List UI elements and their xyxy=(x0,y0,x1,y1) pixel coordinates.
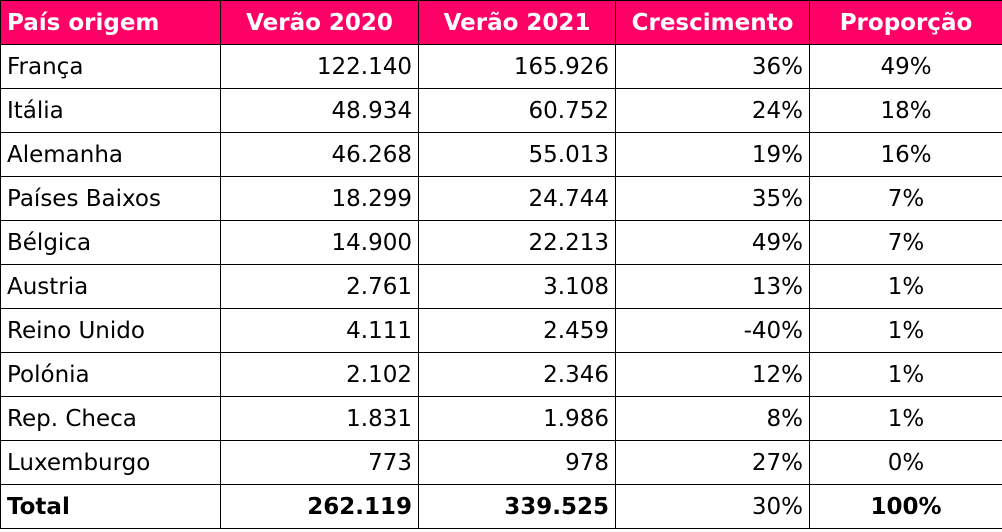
summer-2021-cell: 24.744 xyxy=(418,176,616,221)
summer-2021-cell: 2.346 xyxy=(418,352,616,397)
total-share: 100% xyxy=(809,484,1002,529)
table-row: Itália 48.934 60.752 24% 18% xyxy=(0,88,1002,133)
share-cell: 49% xyxy=(809,44,1002,89)
summer-2020-cell: 1.831 xyxy=(220,396,419,441)
summer-2020-cell: 122.140 xyxy=(220,44,419,89)
summer-2021-cell: 1.986 xyxy=(418,396,616,441)
share-cell: 1% xyxy=(809,352,1002,397)
table-row: Austria 2.761 3.108 13% 1% xyxy=(0,264,1002,309)
summer-2020-cell: 2.761 xyxy=(220,264,419,309)
country-cell: França xyxy=(0,44,221,89)
growth-cell: 13% xyxy=(615,264,810,309)
total-row: Total 262.119 339.525 30% 100% xyxy=(0,484,1002,529)
summer-2020-cell: 14.900 xyxy=(220,220,419,265)
country-cell: Rep. Checa xyxy=(0,396,221,441)
table-row: Luxemburgo 773 978 27% 0% xyxy=(0,440,1002,485)
growth-cell: 8% xyxy=(615,396,810,441)
share-cell: 7% xyxy=(809,220,1002,265)
header-row: País origem Verão 2020 Verão 2021 Cresci… xyxy=(0,0,1002,45)
header-summer-2021: Verão 2021 xyxy=(418,0,616,45)
summer-2021-cell: 22.213 xyxy=(418,220,616,265)
share-cell: 1% xyxy=(809,396,1002,441)
table-row: Rep. Checa 1.831 1.986 8% 1% xyxy=(0,396,1002,441)
table-row: França 122.140 165.926 36% 49% xyxy=(0,44,1002,89)
summer-2021-cell: 2.459 xyxy=(418,308,616,353)
growth-cell: 24% xyxy=(615,88,810,133)
country-cell: Luxemburgo xyxy=(0,440,221,485)
header-share: Proporção xyxy=(809,0,1002,45)
summer-2021-cell: 3.108 xyxy=(418,264,616,309)
table-row: Reino Unido 4.111 2.459 -40% 1% xyxy=(0,308,1002,353)
summer-2021-cell: 165.926 xyxy=(418,44,616,89)
header-country-origin: País origem xyxy=(0,0,221,45)
summer-2020-cell: 18.299 xyxy=(220,176,419,221)
growth-cell: 36% xyxy=(615,44,810,89)
summer-2021-cell: 978 xyxy=(418,440,616,485)
summer-2020-cell: 2.102 xyxy=(220,352,419,397)
growth-cell: -40% xyxy=(615,308,810,353)
growth-cell: 27% xyxy=(615,440,810,485)
country-cell: Itália xyxy=(0,88,221,133)
summer-2020-cell: 46.268 xyxy=(220,132,419,177)
country-cell: Austria xyxy=(0,264,221,309)
country-cell: Bélgica xyxy=(0,220,221,265)
total-label: Total xyxy=(0,484,221,529)
country-cell: Polónia xyxy=(0,352,221,397)
country-cell: Países Baixos xyxy=(0,176,221,221)
summer-2021-cell: 55.013 xyxy=(418,132,616,177)
share-cell: 0% xyxy=(809,440,1002,485)
table-body: França 122.140 165.926 36% 49% Itália 48… xyxy=(0,44,1002,529)
summer-2020-cell: 4.111 xyxy=(220,308,419,353)
header-summer-2020: Verão 2020 xyxy=(220,0,419,45)
share-cell: 1% xyxy=(809,308,1002,353)
growth-cell: 35% xyxy=(615,176,810,221)
total-summer-2021: 339.525 xyxy=(418,484,616,529)
total-growth: 30% xyxy=(615,484,810,529)
share-cell: 1% xyxy=(809,264,1002,309)
table-row: Alemanha 46.268 55.013 19% 16% xyxy=(0,132,1002,177)
summer-2020-cell: 48.934 xyxy=(220,88,419,133)
total-summer-2020: 262.119 xyxy=(220,484,419,529)
summer-2021-cell: 60.752 xyxy=(418,88,616,133)
share-cell: 7% xyxy=(809,176,1002,221)
table-row: Países Baixos 18.299 24.744 35% 7% xyxy=(0,176,1002,221)
country-cell: Reino Unido xyxy=(0,308,221,353)
country-cell: Alemanha xyxy=(0,132,221,177)
share-cell: 16% xyxy=(809,132,1002,177)
summer-2020-cell: 773 xyxy=(220,440,419,485)
growth-cell: 19% xyxy=(615,132,810,177)
header-growth: Crescimento xyxy=(615,0,810,45)
share-cell: 18% xyxy=(809,88,1002,133)
growth-cell: 49% xyxy=(615,220,810,265)
growth-cell: 12% xyxy=(615,352,810,397)
table-row: Bélgica 14.900 22.213 49% 7% xyxy=(0,220,1002,265)
table-row: Polónia 2.102 2.346 12% 1% xyxy=(0,352,1002,397)
